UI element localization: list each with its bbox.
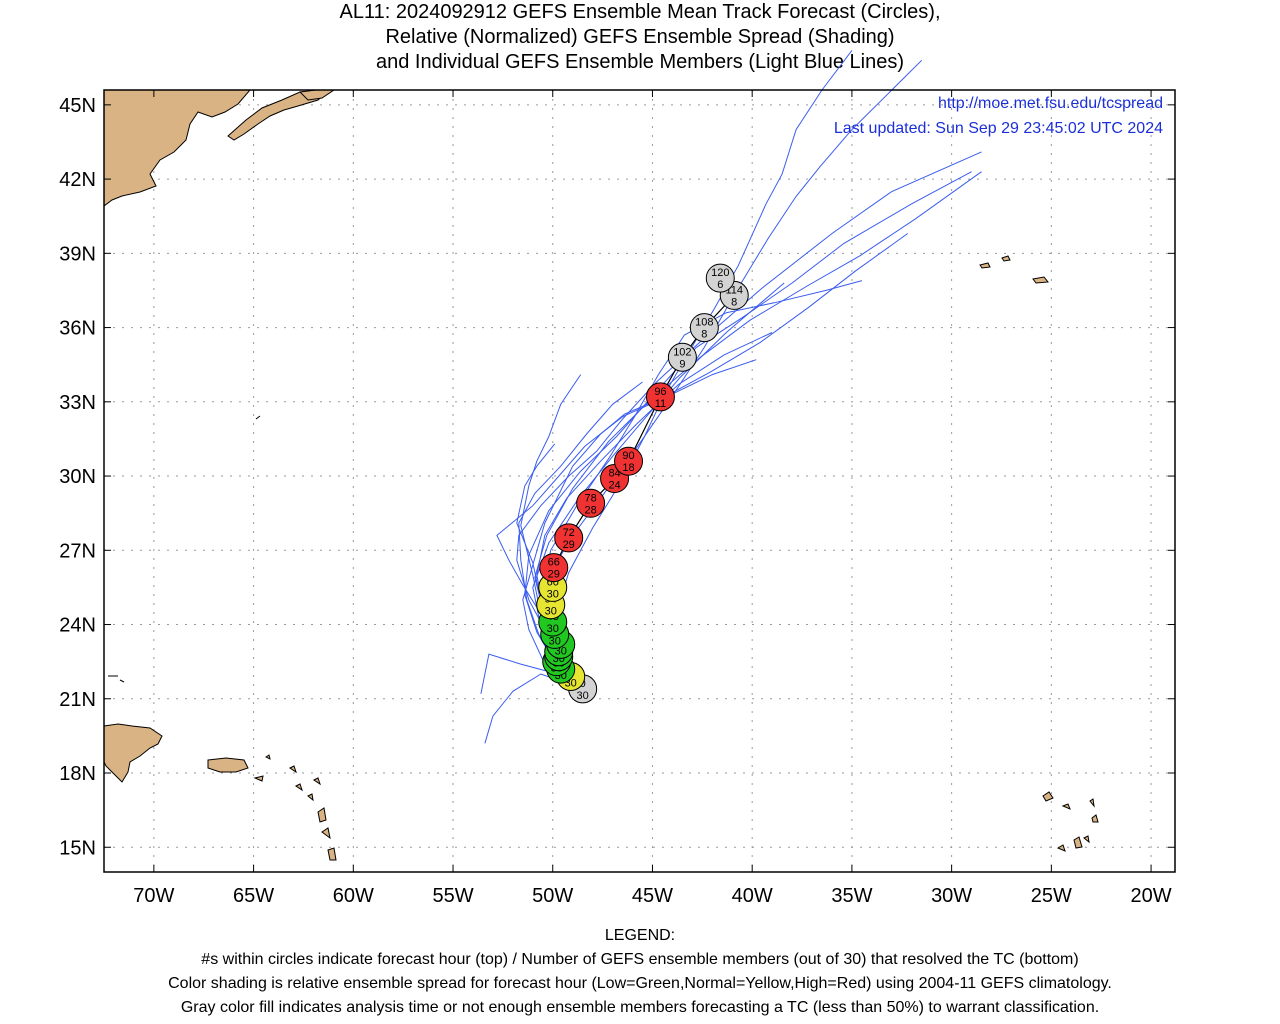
forecast-circle [689, 313, 719, 343]
lon-tick-label: 70W [133, 885, 174, 907]
member-count: 29 [548, 569, 560, 581]
chart-title: AL11: 2024092912 GEFS Ensemble Mean Trac… [0, 0, 1280, 75]
member-count: 29 [563, 539, 575, 551]
forecast-hour: 102 [673, 346, 691, 358]
lon-tick-label: 50W [532, 885, 573, 907]
forecast-hour: 96 [654, 386, 666, 398]
lon-tick-label: 55W [432, 885, 473, 907]
legend-line-2: Color shading is relative ensemble sprea… [168, 975, 1112, 992]
legend-line-3: Gray color fill indicates analysis time … [180, 999, 1100, 1016]
lon-tick-label: 25W [1031, 885, 1072, 907]
land-north-america [104, 90, 251, 207]
lon-tick-label: 30W [931, 885, 972, 907]
forecast-hour: 108 [695, 317, 713, 329]
legend-line-1: #s within circles indicate forecast hour… [201, 951, 1079, 968]
land-hispaniola-small [108, 675, 125, 683]
forecast-circle [554, 523, 584, 553]
forecast-circle [614, 446, 644, 476]
member-track-2 [524, 171, 972, 690]
member-count: 8 [731, 296, 737, 308]
member-track-1 [516, 151, 982, 690]
title-line-1: AL11: 2024092912 GEFS Ensemble Mean Trac… [339, 1, 941, 23]
member-count: 8 [701, 329, 707, 341]
forecast-hour: 120 [711, 267, 729, 279]
member-count: 18 [622, 462, 634, 474]
land-virgin-islands [253, 754, 271, 782]
lat-tick-label: 30N [59, 466, 96, 488]
land-puerto-rico [207, 757, 249, 773]
map-frame [103, 89, 1176, 873]
land-azores [979, 255, 1049, 284]
lon-tick-label: 40W [732, 885, 773, 907]
track-map: 0306301230183024303030363042304830543060… [59, 50, 1176, 907]
forecast-circle [539, 553, 569, 583]
member-count: 6 [717, 279, 723, 291]
land-nova-scotia [227, 90, 331, 141]
legend: LEGEND: #s within circles indicate forec… [0, 924, 1280, 1020]
grid-lines [104, 90, 1175, 872]
lon-tick-label: 35W [831, 885, 872, 907]
lon-tick-label: 60W [333, 885, 374, 907]
lat-tick-label: 36N [59, 318, 96, 340]
mean-track-circles: 0306301230183024303030363042304830543060… [536, 263, 749, 704]
member-count: 30 [547, 623, 559, 635]
lat-tick-label: 15N [59, 837, 96, 859]
lat-tick-label: 42N [59, 169, 96, 191]
lat-tick-label: 39N [59, 243, 96, 265]
land-cape-verde [1042, 791, 1099, 852]
member-count: 24 [608, 480, 620, 492]
axis-ticks: 70W 65W 60W 55W 50W 45W 40W 35W 30W 25W 20W 45N 42N 3… [59, 90, 1175, 907]
forecast-hour: 72 [563, 527, 575, 539]
forecast-circle [576, 488, 606, 518]
title-line-3: and Individual GEFS Ensemble Members (Li… [375, 51, 905, 73]
credit-updated: Last updated: Sun Sep 29 23:45:02 UTC 20… [834, 120, 1163, 137]
member-count: 30 [577, 690, 589, 702]
lat-tick-label: 24N [59, 615, 96, 637]
lon-tick-label: 45W [632, 885, 673, 907]
title-line-2: Relative (Normalized) GEFS Ensemble Spre… [385, 26, 895, 48]
credit-url[interactable]: http://moe.met.fsu.edu/tcspread [938, 95, 1163, 112]
member-track-9 [522, 233, 908, 690]
lon-tick-label: 65W [233, 885, 274, 907]
forecast-circle [667, 342, 697, 372]
lat-tick-label: 21N [59, 689, 96, 711]
land-bermuda-dot [255, 415, 261, 420]
member-count: 28 [585, 504, 597, 516]
member-count: 30 [547, 588, 559, 600]
member-count: 9 [679, 358, 685, 370]
lat-tick-label: 18N [59, 763, 96, 785]
land-masses [104, 90, 1099, 861]
forecast-hour: 78 [585, 492, 597, 504]
member-count: 30 [549, 635, 561, 647]
land-lesser-antilles [289, 765, 337, 861]
lat-tick-label: 33N [59, 392, 96, 414]
lon-tick-label: 20W [1131, 885, 1172, 907]
forecast-circle [645, 382, 675, 412]
forecast-hour: 90 [622, 450, 634, 462]
forecast-hour: 66 [548, 557, 560, 569]
forecast-circle [705, 263, 735, 293]
land-hispaniola [104, 723, 163, 783]
member-count: 30 [545, 606, 557, 618]
legend-heading: LEGEND: [604, 927, 676, 944]
member-count: 11 [655, 398, 666, 410]
lat-tick-label: 27N [59, 540, 96, 562]
map-background [104, 90, 1175, 872]
lat-tick-label: 45N [59, 95, 96, 117]
